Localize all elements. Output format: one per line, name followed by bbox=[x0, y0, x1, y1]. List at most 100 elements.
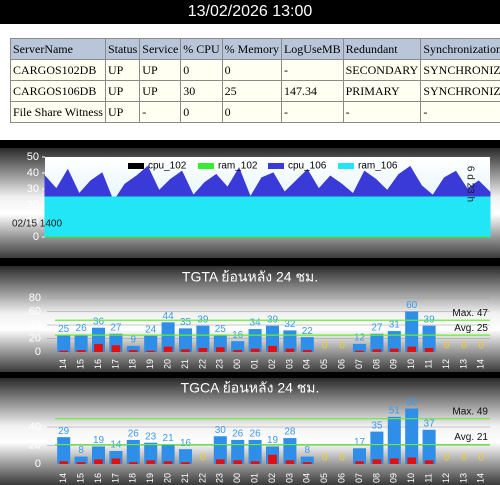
bar bbox=[352, 448, 367, 464]
x-tick-label: 00 bbox=[232, 359, 242, 369]
value-label: 0 bbox=[322, 341, 328, 352]
table-cell: - bbox=[139, 101, 182, 123]
table-cell: 0 bbox=[180, 59, 223, 81]
x-tick-label: 16 bbox=[93, 359, 103, 369]
y-tick-label: 50 bbox=[27, 151, 39, 163]
bar bbox=[372, 349, 382, 352]
x-tick-label: 13 bbox=[458, 359, 468, 369]
legend-label: cpu_106 bbox=[288, 161, 327, 172]
table-row: CARGOS106DB UP UP 30 25 147.34 PRIMARY SYNCHRON… bbox=[10, 80, 500, 102]
bar bbox=[146, 460, 156, 464]
y-tick-label: 20 bbox=[29, 439, 41, 451]
bar bbox=[250, 348, 260, 352]
bar bbox=[94, 343, 103, 352]
bar bbox=[424, 347, 434, 352]
bar bbox=[215, 459, 225, 464]
bar bbox=[76, 349, 86, 352]
series-area bbox=[44, 196, 491, 238]
legend-swatch bbox=[338, 163, 354, 169]
bar bbox=[74, 334, 88, 352]
y-tick-label: 20 bbox=[27, 199, 39, 211]
column-header: % Memory bbox=[221, 38, 282, 60]
bar bbox=[57, 335, 71, 352]
table-cell: UP bbox=[104, 80, 141, 102]
x-tick-label: 04 bbox=[302, 359, 312, 369]
value-label: 36 bbox=[93, 316, 105, 327]
header-row: ServerName Status Service% CPU% Memory LogU… bbox=[10, 38, 500, 60]
value-label: 31 bbox=[389, 320, 401, 331]
x-tick-label: 20 bbox=[162, 473, 172, 483]
value-label: 9 bbox=[131, 335, 137, 346]
bar bbox=[128, 349, 138, 352]
value-label: 60 bbox=[406, 300, 418, 311]
column-header: ServerName bbox=[10, 38, 106, 60]
table-cell: UP bbox=[104, 59, 141, 81]
chart-title: TGCA ย้อนหลัง 24 ชม. bbox=[181, 380, 320, 396]
bar bbox=[405, 311, 419, 352]
table-cell: UP bbox=[139, 59, 182, 81]
bar bbox=[407, 346, 417, 352]
value-label: 19 bbox=[93, 435, 105, 446]
value-label: 0 bbox=[479, 341, 485, 352]
y-tick-label: 40 bbox=[27, 167, 39, 179]
x-tick-label: 19 bbox=[145, 359, 155, 369]
value-label: 35 bbox=[371, 420, 383, 431]
value-label: 34 bbox=[250, 318, 262, 329]
bar bbox=[355, 461, 364, 464]
bar bbox=[181, 349, 190, 352]
value-label: 26 bbox=[250, 429, 262, 440]
legend-swatch bbox=[198, 163, 214, 169]
x-tick-label: 00 bbox=[232, 473, 242, 483]
bar bbox=[302, 349, 312, 352]
reference-label: Avg. 21 bbox=[454, 432, 488, 443]
value-label: 0 bbox=[461, 341, 467, 352]
x-tick-label: 21 bbox=[180, 473, 190, 483]
reference-label: Max. 49 bbox=[452, 406, 488, 417]
x-tick-label: 15 bbox=[75, 359, 85, 369]
bar bbox=[146, 350, 156, 352]
x-tick-label: 14 bbox=[476, 473, 486, 483]
x-tick-label: 01 bbox=[249, 473, 259, 483]
bar bbox=[389, 348, 399, 352]
bar bbox=[74, 456, 88, 464]
x-tick-label: 10 bbox=[406, 359, 416, 369]
y-tick-label: 60 bbox=[29, 305, 41, 317]
bar bbox=[198, 347, 208, 352]
bar bbox=[387, 416, 401, 464]
x-tick-label: 16 bbox=[93, 473, 103, 483]
bar bbox=[128, 462, 138, 464]
bar bbox=[111, 458, 121, 464]
value-label: 25 bbox=[58, 324, 70, 335]
value-label: 32 bbox=[284, 319, 296, 330]
table-cell: PRIMARY bbox=[342, 80, 422, 102]
bar bbox=[285, 348, 295, 352]
bar bbox=[76, 462, 86, 464]
x-tick-label: 07 bbox=[354, 359, 364, 369]
bar bbox=[300, 337, 314, 352]
y-tick-label: 10 bbox=[27, 215, 39, 227]
table-row: File Share Witness UP -0 0- - - bbox=[10, 101, 500, 123]
bar bbox=[405, 408, 419, 464]
value-label: 60 bbox=[406, 397, 418, 408]
bar bbox=[424, 460, 434, 464]
server-table: ServerName Status Service% CPU% Memory LogU… bbox=[10, 38, 500, 123]
value-label: 37 bbox=[424, 418, 436, 429]
x-tick-label: 11 bbox=[423, 473, 433, 482]
y-tick-label: 40 bbox=[29, 421, 41, 433]
x-tick-label: 03 bbox=[284, 359, 294, 369]
value-label: 21 bbox=[163, 433, 175, 444]
value-label: 22 bbox=[302, 326, 314, 337]
value-label: 0 bbox=[339, 453, 345, 464]
bar bbox=[250, 461, 260, 464]
legend-swatch bbox=[128, 163, 144, 169]
bar bbox=[370, 431, 384, 464]
x-tick-label: 15 bbox=[75, 473, 85, 483]
x-tick-label: 14 bbox=[476, 359, 486, 369]
x-tick-label: 12 bbox=[441, 473, 451, 483]
bar bbox=[422, 429, 436, 464]
bar bbox=[302, 462, 312, 464]
x-tick-label: 20 bbox=[162, 359, 172, 369]
bar bbox=[233, 349, 243, 352]
bar bbox=[163, 346, 173, 352]
